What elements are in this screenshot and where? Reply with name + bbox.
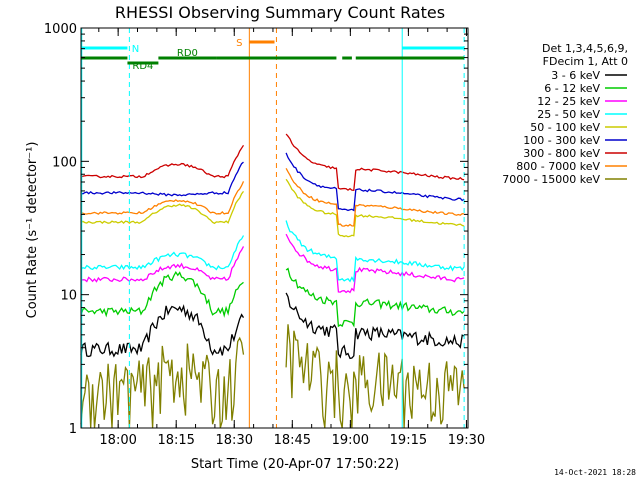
- plot-frame: [80, 27, 469, 429]
- legend-label-4: 50 - 100 keV: [530, 121, 600, 134]
- legend-header-1: FDecim 1, Att 0: [543, 55, 628, 68]
- legend-label-2: 12 - 25 keV: [537, 95, 600, 108]
- series-line-7-pre: [80, 181, 245, 215]
- y-tick-label-0: 1: [69, 422, 77, 437]
- legend-header-0: Det 1,3,4,5,6,9,: [542, 42, 628, 55]
- series-group: [80, 133, 465, 429]
- legend-label-7: 800 - 7000 keV: [516, 160, 600, 173]
- series-line-3-pre: [80, 235, 245, 271]
- series-line-4-pre: [80, 190, 245, 225]
- generation-timestamp: 14-Oct-2021 18:28: [554, 468, 636, 477]
- flag-label-1: RD0: [177, 48, 198, 59]
- series-line-7-post: [285, 167, 465, 227]
- series-line-2-pre: [80, 246, 245, 283]
- x-tick-label-2: 18:30: [216, 433, 253, 448]
- legend: Det 1,3,4,5,6,9,FDecim 1, Att 03 - 6 keV…: [502, 42, 628, 186]
- y-tick-label-2: 100: [52, 155, 77, 170]
- x-tick-label-0: 18:00: [99, 433, 136, 448]
- series-line-0-pre: [80, 304, 245, 358]
- series-line-8-post: [285, 324, 465, 429]
- series-line-0-post: [285, 292, 465, 360]
- series-line-1-pre: [80, 270, 244, 318]
- x-tick-label-5: 19:15: [390, 433, 427, 448]
- y-axis-label: Count Rate (s⁻¹ detector⁻¹): [25, 142, 40, 319]
- series-line-3-post: [285, 220, 465, 284]
- flag-label-2: RD4: [132, 61, 153, 72]
- flag-label-4: S: [236, 38, 242, 49]
- y-tick-label-3: 1000: [44, 22, 77, 37]
- legend-label-3: 25 - 50 keV: [537, 108, 600, 121]
- x-tick-label-1: 18:15: [157, 433, 194, 448]
- legend-label-0: 3 - 6 keV: [551, 69, 600, 82]
- axes-group: 1 10 100 1000 18:00 18:15 18:30 18:45 19:00 19:15…: [44, 22, 485, 448]
- series-line-8-pre: [80, 336, 245, 429]
- legend-label-6: 300 - 800 keV: [523, 147, 600, 160]
- legend-label-8: 7000 - 15000 keV: [502, 173, 600, 186]
- series-line-6-pre: [80, 144, 245, 179]
- series-line-1-post: [285, 267, 465, 328]
- series-line-5-post: [285, 152, 465, 212]
- legend-label-5: 100 - 300 keV: [523, 134, 600, 147]
- y-tick-label-1: 10: [60, 289, 77, 304]
- x-tick-label-6: 19:30: [448, 433, 485, 448]
- chart-title: RHESSI Observing Summary Count Rates: [115, 3, 445, 22]
- x-axis-label: Start Time (20-Apr-07 17:50:22): [191, 457, 399, 472]
- flag-label-0: N: [132, 44, 139, 55]
- series-line-5-pre: [80, 161, 244, 197]
- series-line-4-post: [285, 178, 465, 238]
- x-tick-label-3: 18:45: [274, 433, 311, 448]
- x-tick-label-4: 19:00: [332, 433, 369, 448]
- series-line-6-post: [285, 133, 465, 192]
- series-line-2-post: [285, 233, 465, 294]
- flag-group: N RD0 RD4 S: [81, 28, 465, 428]
- legend-label-1: 6 - 12 keV: [544, 82, 600, 95]
